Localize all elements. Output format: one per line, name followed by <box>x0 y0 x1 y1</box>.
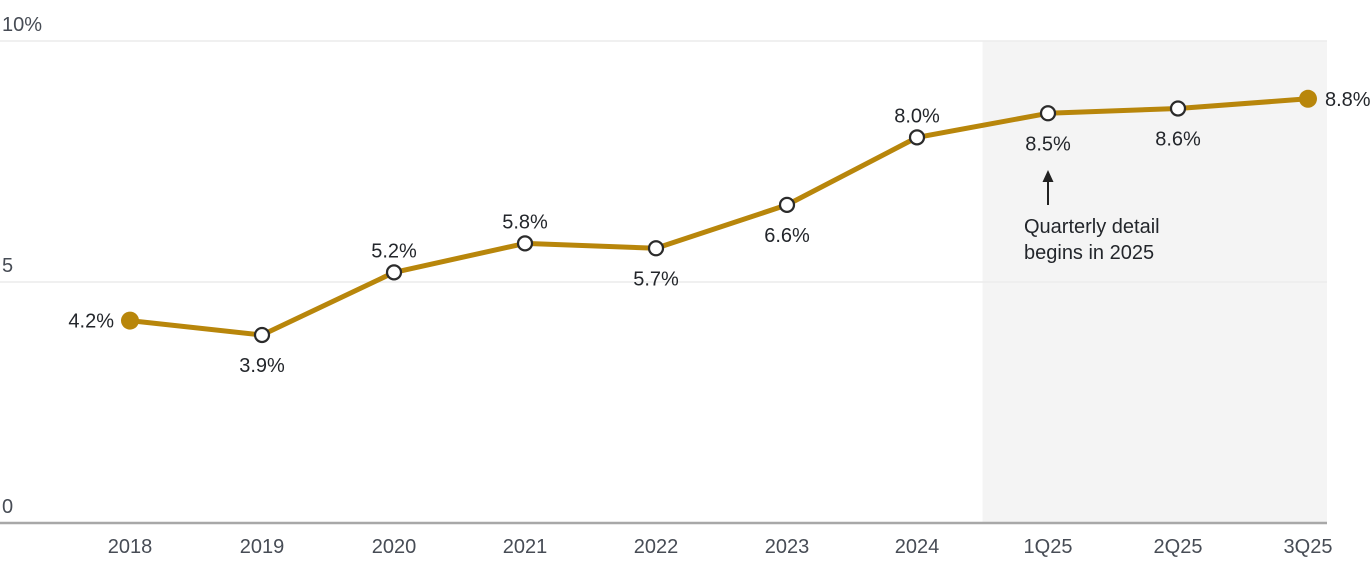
series-line <box>127 96 1311 338</box>
x-tick-label-2022: 2022 <box>634 536 679 558</box>
x-tick-label-2020: 2020 <box>372 536 417 558</box>
value-label-2Q25: 8.6% <box>1155 128 1201 150</box>
value-label-2019: 3.9% <box>239 355 285 377</box>
data-point-2021 <box>516 235 534 252</box>
data-point-2022 <box>647 240 665 257</box>
x-tick-label-2024: 2024 <box>895 536 940 558</box>
value-label-1Q25: 8.5% <box>1025 133 1071 155</box>
x-tick-label-3Q25: 3Q25 <box>1284 536 1333 558</box>
value-label-2020: 5.2% <box>371 240 417 262</box>
x-tick-label-2Q25: 2Q25 <box>1154 536 1203 558</box>
value-label-2018: 4.2% <box>68 311 114 333</box>
data-point-2Q25 <box>1169 100 1187 117</box>
y-tick-label-10: 10% <box>2 14 42 36</box>
value-label-2024: 8.0% <box>894 105 940 127</box>
x-tick-label-2018: 2018 <box>108 536 153 558</box>
x-tick-label-2021: 2021 <box>503 536 548 558</box>
data-point-2024 <box>908 129 926 146</box>
data-point-2019 <box>253 326 271 344</box>
y-tick-label-0: 0 <box>2 496 13 518</box>
data-point-2023 <box>778 196 796 214</box>
x-tick-label-1Q25: 1Q25 <box>1024 536 1073 558</box>
data-point-2020 <box>385 264 403 281</box>
value-label-2022: 5.7% <box>633 268 679 290</box>
annotation-text-line-2: begins in 2025 <box>1024 242 1154 264</box>
y-tick-label-5: 5 <box>2 255 13 277</box>
value-label-3Q25: 8.8% <box>1325 89 1371 111</box>
annotation-arrow-head <box>1042 170 1054 182</box>
data-point-3Q25 <box>1299 89 1317 108</box>
data-point-1Q25 <box>1039 105 1057 122</box>
data-point-2018 <box>121 311 139 330</box>
annotation-text-line-1: Quarterly detail <box>1024 216 1160 238</box>
x-tick-label-2023: 2023 <box>765 536 810 558</box>
value-label-2021: 5.8% <box>502 211 548 233</box>
value-label-2023: 6.6% <box>764 225 810 247</box>
x-tick-label-2019: 2019 <box>240 536 285 558</box>
